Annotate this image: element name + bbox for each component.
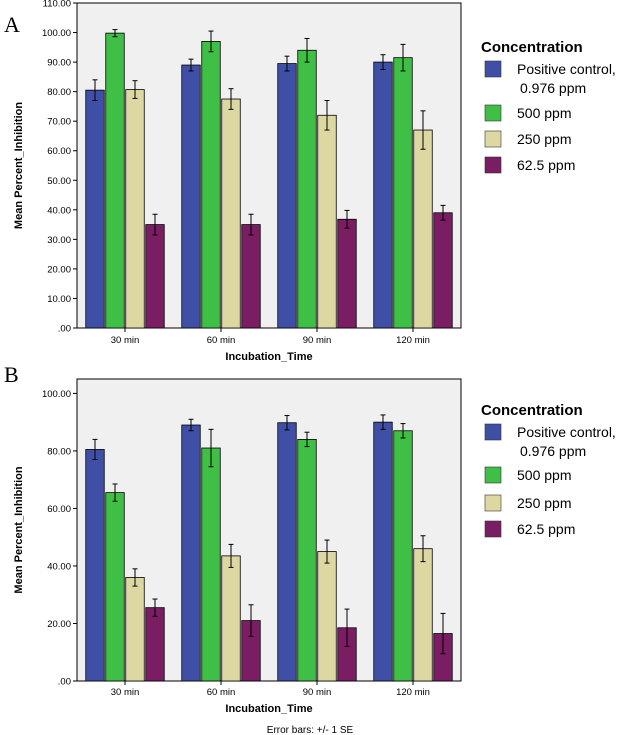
y-tick-label: 100.00 <box>42 28 71 39</box>
x-tick-label: 90 min <box>303 687 332 698</box>
x-tick-label: 120 min <box>396 335 430 346</box>
legend-swatch <box>484 130 502 148</box>
y-tick-label: 60.00 <box>47 504 71 515</box>
bar <box>373 61 393 329</box>
legend-label: 0.976 ppm <box>520 80 586 96</box>
x-tick-label: 90 min <box>303 335 332 346</box>
legend-swatch <box>484 156 502 174</box>
bar <box>181 64 201 329</box>
y-tick-label: 10.00 <box>47 294 71 305</box>
x-axis-title: Incubation_Time <box>225 351 312 363</box>
y-tick-label: 100.00 <box>42 389 71 400</box>
y-tick-label: 30.00 <box>47 235 71 246</box>
legend-label: 250 ppm <box>517 495 571 511</box>
y-tick-label: 40.00 <box>47 205 71 216</box>
bar <box>317 551 337 682</box>
bar <box>85 89 105 329</box>
legend-swatch <box>484 494 502 512</box>
y-tick-label: 60.00 <box>47 146 71 157</box>
bar <box>125 577 145 682</box>
legend-label: 500 ppm <box>517 105 571 121</box>
y-tick-label: 110.00 <box>43 0 71 10</box>
bar <box>297 438 317 682</box>
bar <box>413 548 433 682</box>
error-bars-footnote: Error bars: +/- 1 SE <box>267 725 354 735</box>
y-tick-label: .00 <box>58 324 71 335</box>
panel-letter: B <box>4 362 19 387</box>
bar <box>85 449 105 682</box>
legend-swatch <box>484 104 502 122</box>
y-tick-label: 40.00 <box>47 561 71 572</box>
bar <box>297 49 317 329</box>
panel-a: A .00 10.00 20.00 30.00 40.00 50.00 60.00 70.00 8… <box>4 0 616 363</box>
legend-title: Concentration <box>481 39 583 56</box>
bar <box>337 218 357 329</box>
panel-letter: A <box>4 12 20 37</box>
y-tick-label: 20.00 <box>47 264 71 275</box>
y-tick-label: 50.00 <box>47 176 71 187</box>
bar <box>413 129 433 329</box>
bar <box>373 421 393 682</box>
y-tick-label: 80.00 <box>47 87 71 98</box>
bar <box>393 57 413 329</box>
legend-label: Positive control, <box>517 61 616 77</box>
y-tick-label: 90.00 <box>47 58 71 69</box>
bar <box>433 212 453 329</box>
bar <box>201 41 221 329</box>
x-axis-title: Incubation_Time <box>225 703 312 715</box>
bar <box>145 224 165 329</box>
legend-swatch <box>484 466 502 484</box>
legend-swatch <box>484 423 502 441</box>
x-tick-label: 30 min <box>111 335 140 346</box>
legend-title: Concentration <box>481 402 583 419</box>
legend-swatch <box>484 520 502 538</box>
x-tick-label: 60 min <box>207 687 236 698</box>
bar <box>277 422 297 682</box>
bar <box>145 607 165 682</box>
bar <box>201 447 221 682</box>
panel-b: B .00 20.00 40.00 60.00 80.00 100.00 30 min 60 m… <box>4 362 616 715</box>
bar <box>105 492 125 682</box>
legend-swatch <box>484 60 502 78</box>
bar <box>221 98 241 329</box>
bar <box>181 424 201 682</box>
y-tick-label: 20.00 <box>47 619 71 630</box>
bar <box>277 63 297 329</box>
bar <box>393 430 413 682</box>
bar <box>241 224 261 329</box>
legend: Concentration Positive control, 0.976 ppm 5… <box>481 39 616 174</box>
y-axis-title: Mean Percent_Inhibition <box>13 466 25 593</box>
bar <box>317 114 337 329</box>
x-tick-label: 60 min <box>207 335 236 346</box>
y-tick-label: 70.00 <box>47 117 71 128</box>
bar <box>105 32 125 329</box>
bar <box>221 555 241 682</box>
legend-label: 250 ppm <box>517 131 571 147</box>
y-tick-label: 80.00 <box>47 446 71 457</box>
legend-label: 0.976 ppm <box>520 443 586 459</box>
x-tick-label: 120 min <box>396 687 430 698</box>
y-tick-label: .00 <box>58 677 71 688</box>
bar <box>125 89 145 329</box>
legend-label: 62.5 ppm <box>517 521 575 537</box>
x-tick-label: 30 min <box>111 687 140 698</box>
y-axis-title: Mean Percent_Inhibition <box>13 102 25 229</box>
legend-label: Positive control, <box>517 424 616 440</box>
legend-label: 62.5 ppm <box>517 157 575 173</box>
legend: Concentration Positive control, 0.976 ppm 5… <box>481 402 616 538</box>
legend-label: 500 ppm <box>517 467 571 483</box>
